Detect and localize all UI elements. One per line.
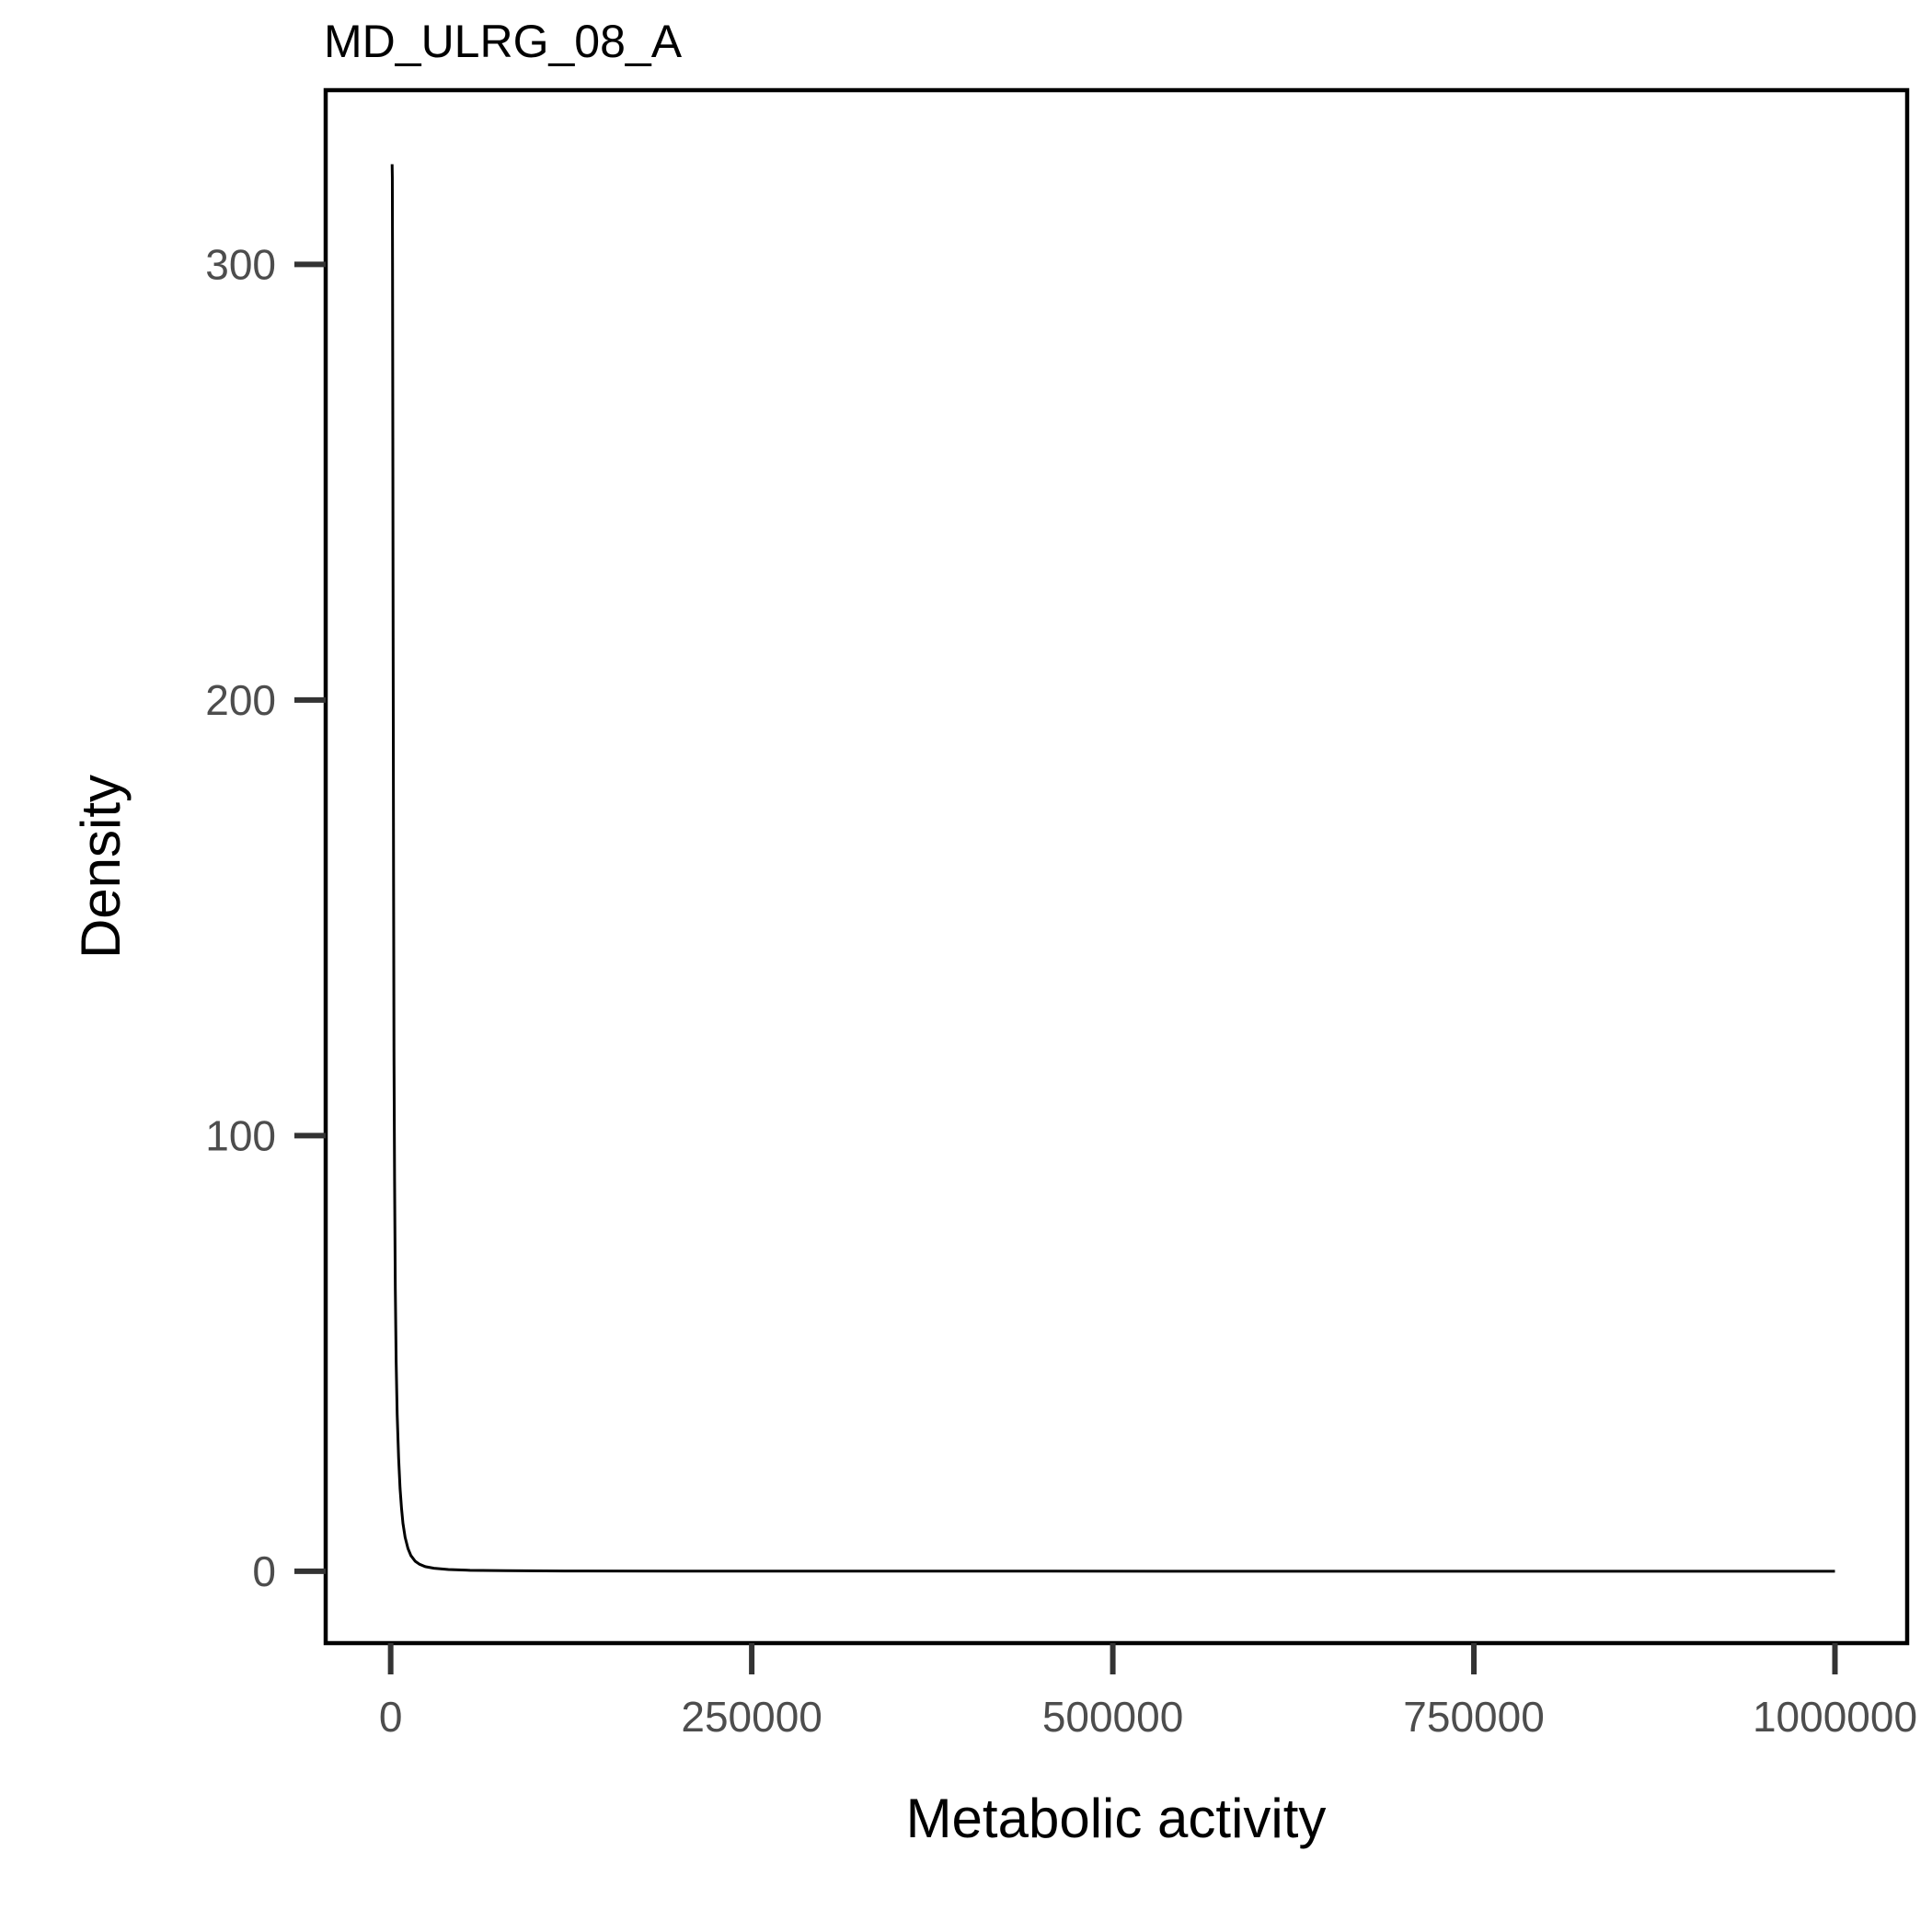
plot-panel-border bbox=[323, 87, 1910, 1646]
y-axis-title: Density bbox=[70, 775, 132, 959]
x-tick-label: 0 bbox=[379, 1693, 403, 1741]
y-tick-label: 0 bbox=[252, 1547, 276, 1595]
x-axis: 0 250000 500000 750000 1000000 bbox=[379, 1643, 1917, 1741]
y-tick-label: 100 bbox=[205, 1111, 276, 1159]
density-curve bbox=[390, 164, 1835, 1573]
x-axis-title: Metabolic activity bbox=[906, 1788, 1327, 1849]
y-tick-label: 200 bbox=[205, 676, 276, 724]
y-axis: 0 100 200 300 bbox=[205, 240, 326, 1595]
y-tick-label: 300 bbox=[205, 240, 276, 288]
x-tick-label: 250000 bbox=[681, 1693, 822, 1741]
chart-title: MD_ULRG_08_A bbox=[324, 16, 683, 67]
x-tick-label: 500000 bbox=[1042, 1693, 1184, 1741]
x-tick-label: 750000 bbox=[1403, 1693, 1545, 1741]
x-tick-label: 1000000 bbox=[1753, 1693, 1917, 1741]
